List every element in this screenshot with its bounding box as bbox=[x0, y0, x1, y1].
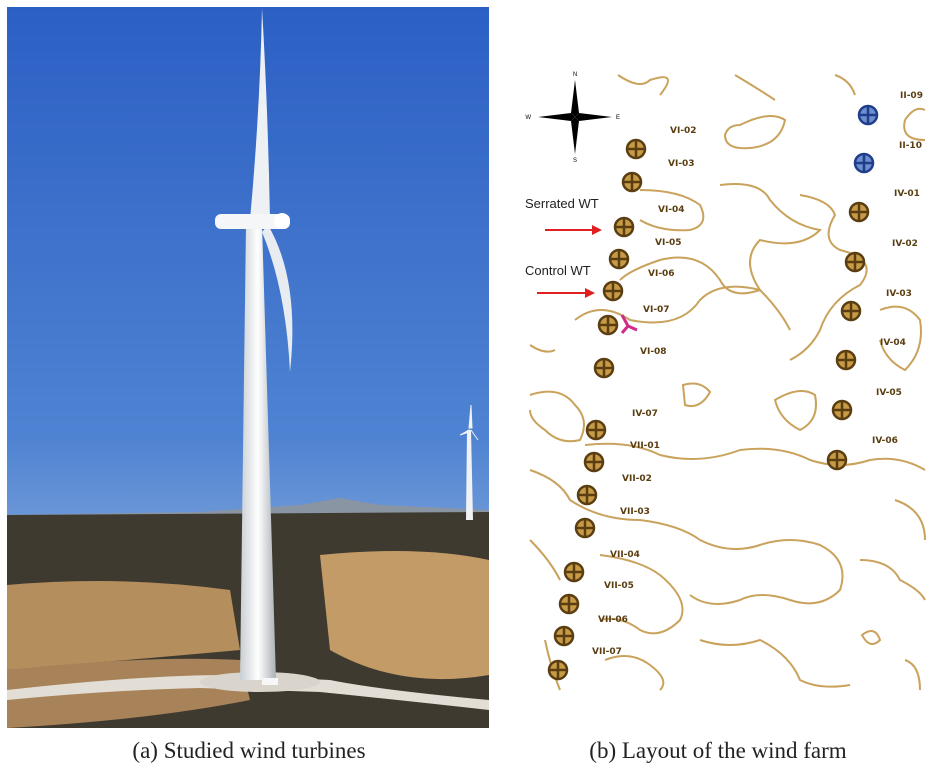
turbine-label: VII-02 bbox=[622, 474, 652, 484]
compass-e: E bbox=[616, 115, 620, 121]
turbine-label: VI-02 bbox=[670, 126, 697, 136]
compass: N S E W bbox=[525, 72, 620, 164]
wind-marker bbox=[622, 315, 637, 333]
turbine-label: VI-03 bbox=[668, 159, 695, 169]
turbine-label: IV-01 bbox=[894, 189, 920, 199]
turbine-label: IV-05 bbox=[876, 388, 902, 398]
compass-s: S bbox=[573, 158, 577, 164]
turbine-label: VII-01 bbox=[630, 441, 660, 451]
compass-w: W bbox=[525, 115, 531, 121]
photo bbox=[7, 7, 489, 728]
turbine-label: VI-04 bbox=[658, 205, 685, 215]
turbine-label: II-09 bbox=[900, 91, 923, 101]
turbine-label: VI-05 bbox=[655, 238, 682, 248]
turbine-label: VI-08 bbox=[640, 347, 667, 357]
turbine-layer: VI-02 VI-03 VI-04 VI-05 VI-06 VI-07 VI-08 IV-07… bbox=[549, 91, 923, 679]
turbine-label: VI-07 bbox=[643, 305, 670, 315]
turbine-label: VII-07 bbox=[592, 647, 622, 657]
turbine-label: VII-05 bbox=[604, 581, 634, 591]
turbine-label: II-10 bbox=[899, 141, 922, 151]
turbine-label: IV-07 bbox=[632, 409, 658, 419]
compass-n: N bbox=[573, 72, 577, 78]
turbine-label: VI-06 bbox=[648, 269, 675, 279]
turbine-label: VII-04 bbox=[610, 550, 640, 560]
turbine-label: VII-03 bbox=[620, 507, 650, 517]
arrow-head bbox=[585, 288, 595, 298]
caption: (b) Layout of the wind farm bbox=[589, 738, 847, 763]
annotation: Serrated WT bbox=[525, 196, 599, 211]
arrow-head bbox=[592, 225, 602, 235]
turbine-label: IV-06 bbox=[872, 436, 898, 446]
annotation: Control WT bbox=[525, 263, 591, 278]
turbine-label: VII-06 bbox=[598, 615, 628, 625]
figure: (a) Studied wind turbines N S bbox=[0, 0, 929, 769]
turbine-label: IV-03 bbox=[886, 289, 912, 299]
turbine-label: IV-02 bbox=[892, 239, 918, 249]
caption: (a) Studied wind turbines bbox=[132, 738, 365, 763]
turbine-label: IV-04 bbox=[880, 338, 906, 348]
